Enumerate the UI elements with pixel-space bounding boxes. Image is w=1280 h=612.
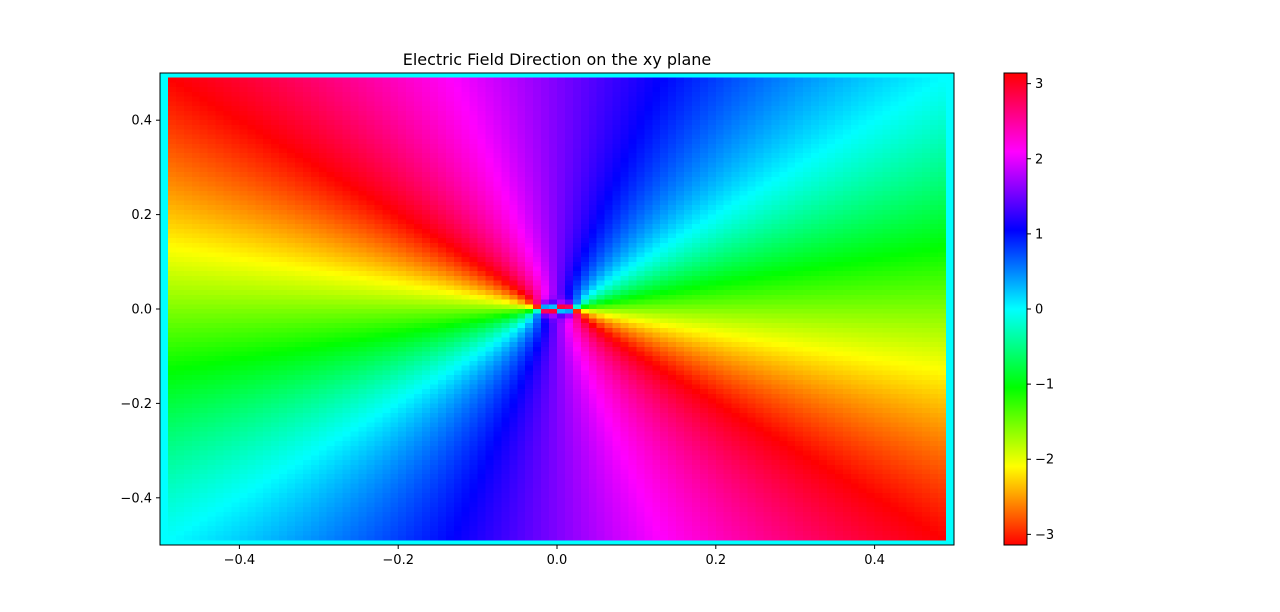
heatmap-plot-area [160, 73, 954, 545]
colorbar-tick-label: 0 [1035, 303, 1043, 318]
x-tick-label: −0.2 [382, 553, 414, 568]
x-tick-label: 0.0 [547, 553, 568, 568]
y-tick-label: −0.4 [120, 491, 152, 506]
colorbar-tick-label: −3 [1035, 528, 1054, 543]
y-tick-label: 0.4 [131, 114, 152, 129]
y-tick-label: 0.2 [131, 208, 152, 223]
colorbar-tick-label: 3 [1035, 77, 1043, 92]
x-tick-label: 0.2 [705, 553, 726, 568]
colorbar [1003, 72, 1028, 546]
colorbar-tick-label: 2 [1035, 152, 1043, 167]
y-tick-label: −0.2 [120, 397, 152, 412]
x-tick-label: 0.4 [864, 553, 885, 568]
y-tick-label: 0.0 [131, 303, 152, 318]
heatmap-image [160, 73, 954, 545]
colorbar-tick-label: −2 [1035, 453, 1054, 468]
colorbar-axis: −3 −2 −1 0 1 2 3 [1027, 77, 1054, 543]
colorbar-gradient [1003, 72, 1028, 546]
chart-title: Electric Field Direction on the xy plane [403, 50, 712, 69]
y-axis: −0.4 −0.2 0.0 0.2 0.4 [120, 114, 160, 506]
x-axis: −0.4 −0.2 0.0 0.2 0.4 [224, 545, 885, 568]
colorbar-tick-label: 1 [1035, 227, 1043, 242]
x-tick-label: −0.4 [224, 553, 256, 568]
colorbar-tick-label: −1 [1035, 378, 1054, 393]
